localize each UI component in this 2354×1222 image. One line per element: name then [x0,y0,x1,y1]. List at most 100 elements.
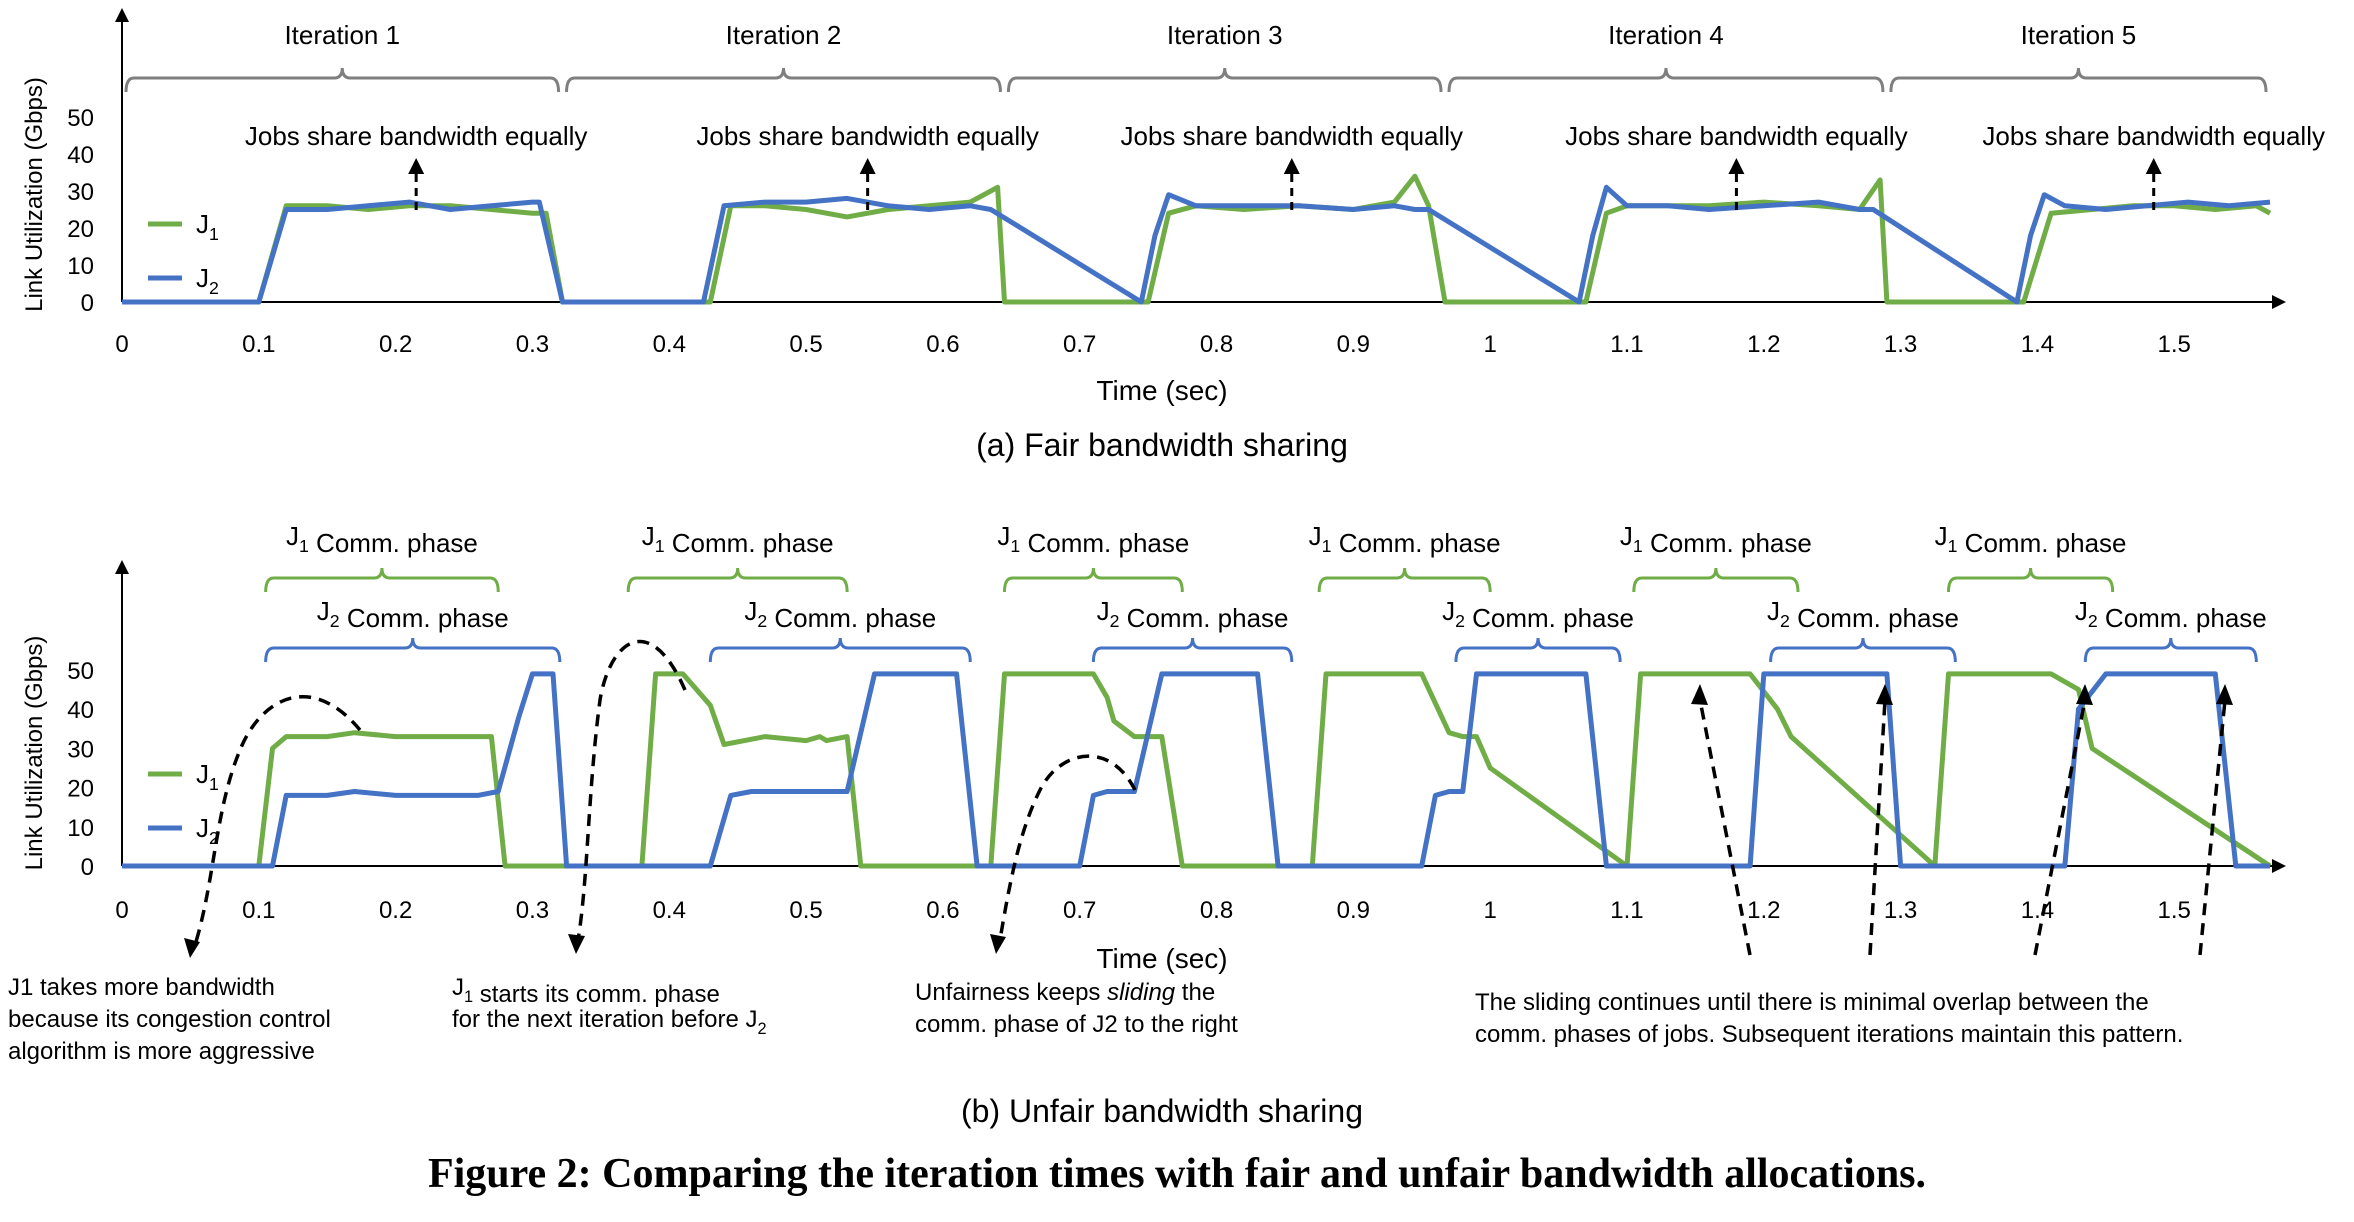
annotation-label: Jobs share bandwidth equally [245,121,588,151]
x-tick-label: 1.5 [2158,331,2191,358]
annotation-arrowhead [1283,158,1300,174]
x-tick-label: 0.8 [1200,331,1233,358]
note-arrowhead [990,934,1006,954]
phase-bracket-j2 [1454,637,1622,663]
x-tick-label: 1.3 [1884,331,1917,358]
note-arrow [2198,699,2227,956]
annotation-arrowhead [2145,158,2162,174]
phase-label-j2: J2 Comm. phase [1767,596,1959,633]
x-tick-label: 1.1 [1610,897,1643,924]
phase-bracket-j1 [1317,567,1492,593]
x-tick-label: 0.4 [653,331,686,358]
text-part: 2 [330,611,340,631]
note-text: The sliding continues until there is min… [1475,989,2149,1016]
text-part: 2 [1455,611,1465,631]
note-text: algorithm is more aggressive [8,1038,315,1065]
note-arrowhead [568,934,585,954]
text-part: J [1620,521,1633,551]
note-arrowhead [1691,684,1708,705]
annotation-label: Jobs share bandwidth equally [1982,121,2325,151]
y-tick-label: 40 [67,697,94,724]
x-tick-label: 1.4 [2021,897,2054,924]
text-part: 1 [299,536,309,556]
x-tick-label: 0.1 [242,331,275,358]
text-part: Unfairness keeps [915,979,1107,1006]
chart-fair: 0 0.1 0.2 0.3 0.4 0.5 0.6 0.7 0.8 0.9 1 1.1 1.2 1.3 1.… [21,8,2325,463]
text-part: J [744,596,757,626]
phase-label-j1: J1 Comm. phase [286,521,478,558]
note-arrowhead [2216,684,2233,705]
text-part: J [642,521,655,551]
iteration-label: Iteration 3 [1167,20,1283,50]
text-part: 1 [1322,536,1332,556]
text-part: Comm. phase [665,528,834,558]
phase-bracket-j2 [1091,637,1294,663]
text-part: J [997,521,1010,551]
x-tick-label: 0.9 [1337,331,1370,358]
text-part: J [286,521,299,551]
x-tick-label: 0.6 [926,331,959,358]
note-arrowhead [1876,684,1893,705]
text-part: J [1097,596,1110,626]
phase-bracket-j1 [1002,567,1184,593]
x-axis-label: Time (sec) [1096,943,1227,974]
text-part: the [1175,979,1215,1006]
x-tick-label: 1.3 [1884,897,1917,924]
text-part: J [452,974,464,1001]
phase-bracket-j1 [264,567,500,593]
x-tick-label: 1.5 [2158,897,2191,924]
note-arrow [576,639,687,941]
phase-label-j1: J1 Comm. phase [1620,521,1812,558]
iteration-bracket [565,67,1002,93]
iteration-label: Iteration 2 [726,20,842,50]
text-part: 1 [1010,536,1020,556]
phase-label-j1: J1 Comm. phase [1935,521,2127,558]
y-tick-label: 20 [67,216,94,243]
iteration-bracket [1889,67,2268,93]
y-tick-label: 10 [67,815,94,842]
text-part: Comm. phase [1332,528,1501,558]
x-tick-label: 1 [1483,331,1496,358]
y-axis-arrow [115,8,129,22]
text-part: 2 [209,278,219,298]
text-part: J [196,263,209,293]
text-part: 1 [209,774,219,794]
text-part: 2 [757,611,767,631]
text-part: Comm. phase [340,603,509,633]
annotation-label: Jobs share bandwidth equally [1565,121,1908,151]
series-line-j1 [122,173,2272,305]
note-arrowhead [184,938,200,958]
note-arrow [1868,699,1887,956]
x-tick-label: 0.6 [926,897,959,924]
text-part: J [1442,596,1455,626]
x-tick-label: 0.9 [1337,897,1370,924]
text-part: 1 [1633,536,1643,556]
phase-bracket-j1 [626,567,849,593]
text-part: Comm. phase [767,603,936,633]
annotation-arrowhead [408,158,425,174]
text-part: 2 [1780,611,1790,631]
chart-unfair: 0 0.1 0.2 0.3 0.4 0.5 0.6 0.7 0.8 0.9 1 1.1 1.2 1.3 1.… [8,521,2286,1129]
text-part: J [1309,521,1322,551]
chart-subtitle: (b) Unfair bandwidth sharing [961,1093,1363,1129]
x-axis-label: Time (sec) [1096,375,1227,406]
text-part: Comm. phase [309,528,478,558]
note-arrow [998,754,1137,941]
x-tick-label: 1 [1483,897,1496,924]
annotation-label: Jobs share bandwidth equally [696,121,1039,151]
phase-bracket-j1 [1946,567,2115,593]
iteration-label: Iteration 5 [2021,20,2137,50]
text-part: J [196,759,209,789]
x-tick-label: 0.5 [789,897,822,924]
text-part: J [196,209,209,239]
legend-label: J2 [196,813,219,848]
note-arrowhead [2076,684,2093,705]
series-line-j2 [122,671,2270,869]
text-part: 1 [655,536,665,556]
y-tick-label: 10 [67,253,94,280]
x-tick-label: 0 [115,897,128,924]
text-part: J [1767,596,1780,626]
x-tick-label: 0.3 [516,897,549,924]
y-tick-label: 30 [67,179,94,206]
